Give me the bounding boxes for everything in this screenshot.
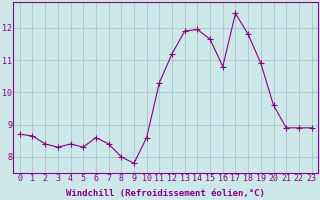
X-axis label: Windchill (Refroidissement éolien,°C): Windchill (Refroidissement éolien,°C)	[66, 189, 265, 198]
